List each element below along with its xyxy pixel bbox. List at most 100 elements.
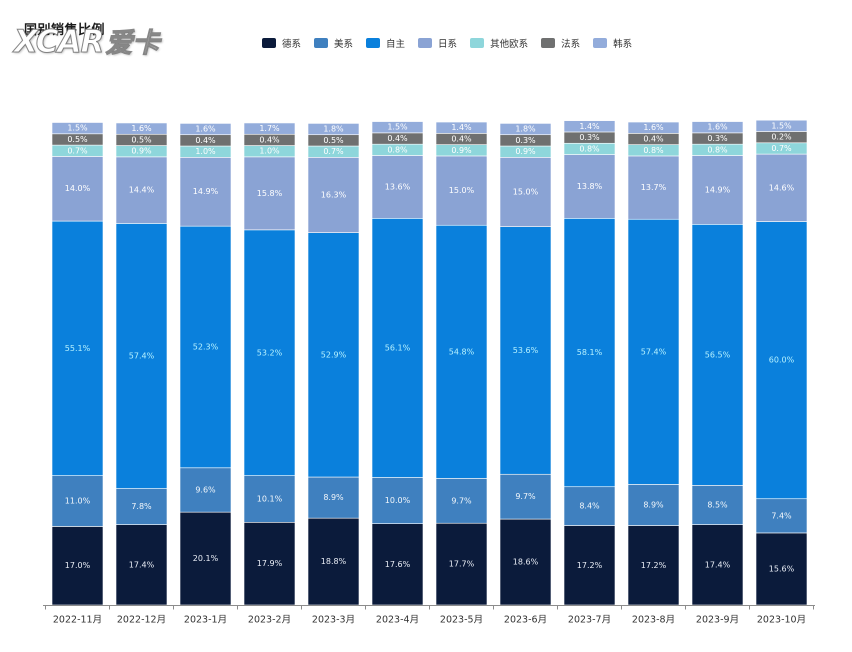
data-label: 53.6%	[513, 346, 539, 355]
data-label: 1.5%	[67, 124, 88, 133]
data-label: 14.9%	[193, 187, 219, 196]
legend-label: 韩系	[613, 39, 633, 50]
x-tick-label: 2022-11月	[53, 615, 102, 626]
data-label: 9.7%	[515, 492, 536, 501]
bar-column: 17.4% 8.5% 56.5% 14.9% 0.8% 0.3% 1.6%	[691, 121, 744, 606]
data-label: 0.4%	[451, 134, 472, 143]
legend: 德系 美系 自主 日系 其他欧系 法系 韩系	[262, 36, 632, 50]
bar-segment	[51, 122, 104, 135]
legend-item: 日系	[418, 36, 457, 50]
data-label: 1.0%	[195, 147, 216, 156]
data-label: 54.8%	[449, 347, 475, 356]
bar-segment	[307, 157, 360, 233]
bar-segment	[179, 467, 232, 513]
data-label: 1.5%	[387, 123, 408, 132]
bar-segment	[179, 225, 232, 469]
data-label: 8.4%	[579, 502, 600, 511]
data-label: 11.0%	[65, 497, 91, 506]
x-tick-label: 2023-6月	[504, 615, 547, 626]
logo-cjk-text: 爱卡	[105, 28, 160, 60]
data-label: 10.0%	[385, 496, 411, 505]
data-label: 56.1%	[385, 343, 411, 352]
data-label: 0.4%	[387, 134, 408, 143]
bar-segment	[371, 523, 424, 606]
data-label: 17.4%	[129, 560, 155, 569]
bar-segment	[691, 121, 744, 134]
bar-segment	[115, 223, 168, 489]
x-tick-label: 2022-12月	[117, 615, 166, 626]
data-label: 13.8%	[577, 182, 603, 191]
bar-segment	[371, 218, 424, 478]
data-label: 0.8%	[707, 145, 728, 154]
data-label: 0.5%	[67, 135, 88, 144]
bar-segment	[563, 120, 616, 133]
x-tick-label: 2023-7月	[568, 615, 611, 626]
data-label: 17.6%	[385, 560, 411, 569]
data-label: 60.0%	[769, 356, 795, 365]
bar-segment	[115, 156, 168, 224]
data-label: 0.9%	[131, 147, 152, 156]
data-label: 8.9%	[643, 500, 664, 509]
bar-segment	[371, 155, 424, 219]
data-label: 18.8%	[321, 557, 347, 566]
data-label: 1.7%	[259, 124, 280, 133]
x-tick-label: 2023-8月	[632, 615, 675, 626]
data-label: 0.3%	[515, 136, 536, 145]
data-label: 17.9%	[257, 559, 283, 568]
bar-segment	[563, 154, 616, 219]
legend-swatch	[262, 38, 276, 48]
bar-segment	[499, 518, 552, 606]
bar-segment	[51, 220, 104, 476]
data-label: 0.8%	[643, 146, 664, 155]
data-label: 8.5%	[707, 500, 728, 509]
bar-segment	[435, 522, 488, 606]
bar-segment	[755, 119, 808, 132]
legend-label: 自主	[386, 39, 406, 50]
data-label: 9.6%	[195, 485, 216, 494]
bar-segment	[51, 475, 104, 527]
data-label: 17.4%	[705, 560, 731, 569]
bar-column: 17.2% 8.9% 57.4% 13.7% 0.8% 0.4% 1.6%	[627, 121, 680, 606]
bar-segment	[243, 229, 296, 476]
data-label: 17.0%	[65, 561, 91, 570]
data-label: 14.6%	[769, 183, 795, 192]
bar-segment	[627, 121, 680, 134]
data-label: 0.9%	[451, 146, 472, 155]
legend-label: 德系	[282, 39, 302, 50]
bar-segment	[307, 232, 360, 478]
data-label: 1.6%	[195, 125, 216, 134]
bar-column: 17.6% 10.0% 56.1% 13.6% 0.8% 0.4% 1.5%	[371, 121, 424, 606]
bar-segment	[435, 478, 488, 524]
data-label: 17.2%	[577, 561, 603, 570]
data-label: 7.8%	[131, 502, 152, 511]
logo-latin-text: XCAR	[13, 24, 104, 61]
bar-column: 15.6% 7.4% 60.0% 14.6% 0.7% 0.2% 1.5%	[755, 119, 808, 606]
data-label: 7.4%	[771, 511, 792, 520]
data-label: 0.4%	[259, 135, 280, 144]
data-label: 13.6%	[385, 182, 411, 191]
data-label: 55.1%	[65, 344, 91, 353]
bar-segment	[563, 486, 616, 526]
x-tick-label: 2023-3月	[312, 615, 355, 626]
bar-segment	[627, 484, 680, 526]
data-label: 0.2%	[771, 133, 792, 142]
data-label: 52.9%	[321, 350, 347, 359]
data-label: 16.3%	[321, 190, 347, 199]
x-tick-label: 2023-1月	[184, 615, 227, 626]
bar-segment	[307, 476, 360, 519]
bar-segment	[51, 156, 104, 222]
bar-segment	[243, 156, 296, 231]
bar-segment	[627, 525, 680, 606]
bar-segment	[371, 121, 424, 134]
bar-segment	[115, 122, 168, 135]
bar-segment	[179, 157, 232, 227]
legend-swatch	[314, 38, 329, 48]
bar-segment	[243, 521, 296, 606]
bar-segment	[691, 224, 744, 486]
data-label: 0.8%	[387, 145, 408, 154]
data-label: 53.2%	[257, 348, 283, 357]
bar-segment	[691, 524, 744, 606]
legend-item: 自主	[366, 36, 405, 50]
data-label: 0.4%	[643, 134, 664, 143]
